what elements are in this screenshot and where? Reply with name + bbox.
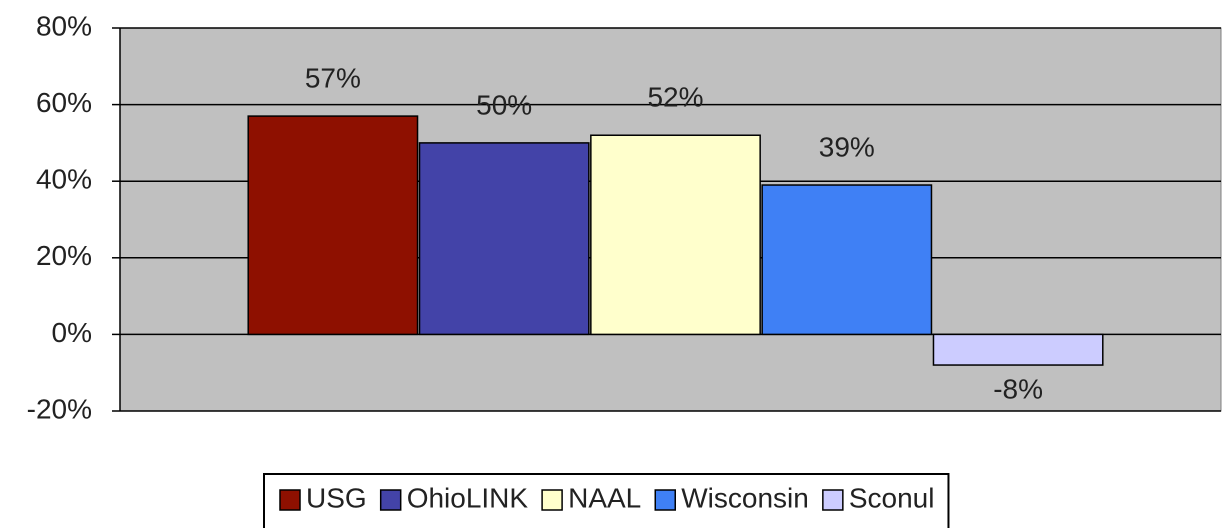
data-label: 52% (647, 82, 703, 113)
y-tick-label: 80% (36, 10, 92, 41)
data-label: 57% (305, 62, 361, 93)
bar (761, 184, 933, 336)
legend-label: USG (306, 482, 367, 513)
legend-label: OhioLINK (407, 482, 529, 513)
bar (418, 142, 590, 336)
data-label: 39% (819, 131, 875, 162)
bar (590, 134, 761, 336)
y-tick-label: -20% (27, 393, 92, 424)
legend-swatch (654, 489, 676, 511)
bar (932, 333, 1104, 366)
y-tick-label: 20% (36, 240, 92, 271)
legend-label: NAAL (568, 482, 641, 513)
bar (247, 115, 419, 336)
legend-swatch (279, 489, 301, 511)
legend-swatch (822, 489, 844, 511)
data-label: -8% (993, 373, 1043, 404)
y-tick-label: 0% (52, 317, 92, 348)
legend-label: Wisconsin (681, 482, 809, 513)
y-tick-label: 40% (36, 164, 92, 195)
legend-swatch (379, 489, 402, 511)
legend-swatch (541, 489, 563, 511)
y-tick-label: 60% (36, 87, 92, 118)
data-label: 50% (476, 89, 532, 120)
legend-label: Sconul (849, 482, 935, 513)
